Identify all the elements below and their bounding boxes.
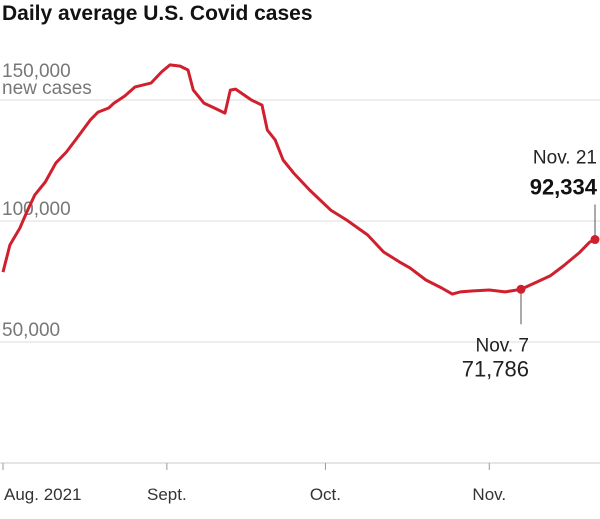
chart-title: Daily average U.S. Covid cases (2, 2, 313, 25)
annotation-date: Nov. 21 (533, 148, 597, 169)
y-tick-label: 150,000 (2, 61, 71, 82)
annotation-value: 71,786 (462, 356, 529, 381)
annotation-point (590, 235, 600, 245)
x-tick-label: Nov. (472, 485, 506, 504)
cases-line (1, 63, 596, 296)
annotation-value: 92,334 (530, 175, 598, 200)
y-tick-label: 50,000 (2, 320, 60, 341)
x-tick-label: Oct. (310, 485, 341, 504)
x-tick-label: Aug. 2021 (4, 485, 82, 504)
x-tick-label: Sept. (147, 485, 187, 504)
y-tick-label: 100,000 (2, 199, 71, 220)
annotation-point (516, 284, 526, 294)
y-axis-label: new cases (2, 78, 92, 99)
annotation-date: Nov. 7 (475, 335, 529, 356)
